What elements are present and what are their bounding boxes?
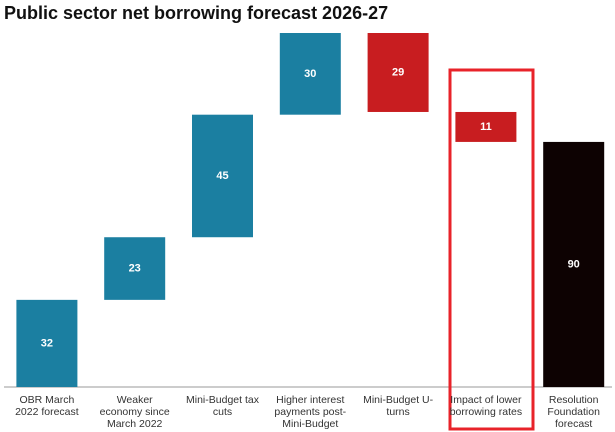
highlight-frame — [448, 68, 535, 431]
data-label: 23 — [129, 262, 141, 274]
chart-title: Public sector net borrowing forecast 202… — [4, 3, 389, 23]
data-label: 11 — [480, 121, 492, 133]
data-label: 30 — [304, 68, 316, 80]
bar — [279, 33, 341, 115]
data-label: 90 — [568, 258, 580, 270]
data-label: 45 — [216, 170, 228, 182]
x-tick-label: OBR March 2022 forecast — [15, 394, 79, 418]
x-tick-label: Mini-Budget tax cuts — [186, 394, 259, 418]
x-tick-label: Resolution Foundation forecast — [547, 394, 600, 430]
x-tick-label: Higher interest payments post-Mini-Budge… — [274, 394, 347, 430]
x-tick-label: Weaker economy since March 2022 — [99, 394, 170, 430]
bar — [455, 111, 517, 142]
bar — [192, 114, 253, 238]
bar — [16, 299, 78, 387]
bar — [367, 33, 429, 112]
bar — [104, 237, 166, 300]
bar — [543, 141, 605, 387]
data-label: 29 — [392, 66, 404, 78]
x-tick-label: Impact of lower borrowing rates — [449, 394, 523, 418]
x-tick-label: Mini-Budget U-turns — [363, 394, 434, 418]
data-label: 32 — [41, 337, 53, 349]
